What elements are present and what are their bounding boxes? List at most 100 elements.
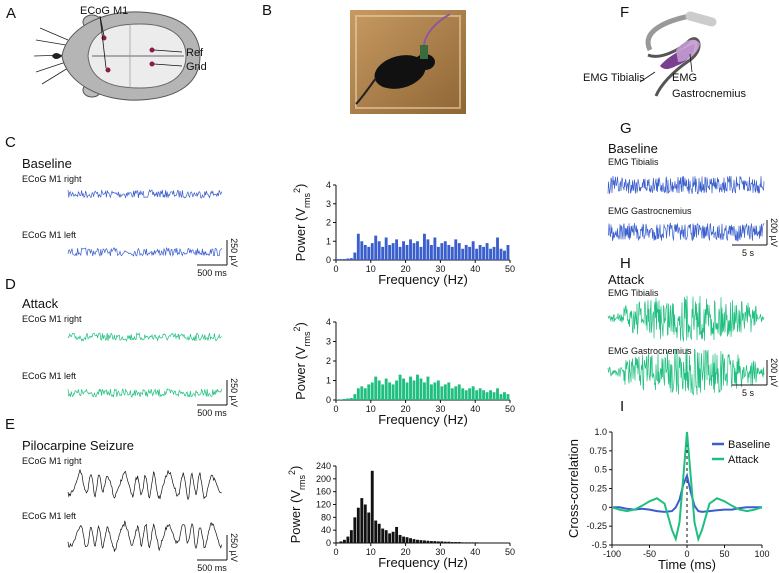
x-tick-label: 30 (435, 547, 445, 557)
panel-letter: B (262, 2, 272, 19)
bar (370, 243, 374, 260)
panel-letter: C (5, 134, 16, 151)
trace-label: EMG Tibialis (608, 157, 659, 167)
y-tick-label: 1 (326, 376, 331, 386)
bar (457, 384, 461, 400)
y-axis-label: Power (Vrms2) (292, 184, 312, 262)
bar (426, 239, 430, 260)
y-tick-label: 0.5 (594, 465, 607, 475)
bar (440, 386, 444, 400)
scale-label: 250 µV (229, 378, 239, 407)
bar (443, 384, 447, 400)
trace-label: EMG Tibialis (608, 288, 659, 298)
bar (471, 542, 475, 543)
bar (475, 248, 479, 260)
y-tick-label: 4 (326, 180, 331, 190)
bar (461, 388, 465, 400)
x-tick-label: -50 (643, 549, 656, 559)
brain-drawing (33, 11, 201, 101)
y-tick-label: -0.25 (586, 521, 607, 531)
bar (367, 512, 371, 543)
bar (342, 259, 346, 260)
bar (471, 241, 475, 260)
x-tick-label: 30 (435, 404, 445, 414)
panel-letter: D (5, 276, 16, 293)
panel-letter: G (620, 120, 632, 137)
x-axis-label: Frequency (Hz) (378, 272, 468, 287)
trace (67, 332, 222, 342)
bar (388, 382, 392, 400)
panel-letter: F (620, 4, 629, 21)
bar (443, 541, 447, 543)
label: EMG (672, 72, 697, 84)
bar (353, 252, 357, 260)
x-tick-label: 10 (366, 264, 376, 274)
bar (468, 542, 472, 543)
bar (391, 384, 395, 400)
label: ECoG M1 (80, 5, 128, 17)
bar (416, 241, 419, 260)
bar (349, 530, 353, 543)
y-axis-label-part: 2 (287, 470, 297, 475)
bar (346, 536, 350, 543)
x-tick-label: 0 (333, 404, 338, 414)
bar (336, 259, 339, 260)
trace (607, 295, 765, 342)
bar (353, 517, 357, 543)
y-tick-label: 200 (316, 474, 331, 484)
bar (489, 390, 492, 400)
panel-letter: E (5, 416, 15, 433)
bar (367, 246, 371, 260)
bar (464, 390, 468, 400)
y-tick-label: 2 (326, 218, 331, 228)
bar (402, 378, 405, 400)
y-tick-label: 240 (316, 461, 331, 471)
x-axis-label: Time (ms) (658, 557, 716, 572)
bar (485, 243, 489, 260)
bar (492, 246, 496, 260)
bar (405, 382, 409, 400)
bar (405, 245, 409, 260)
bar (374, 520, 378, 543)
bar (478, 245, 482, 260)
x-tick-label: 40 (470, 547, 480, 557)
bar (450, 246, 454, 260)
bar (457, 243, 461, 260)
label: Gnd (186, 61, 207, 73)
legend-label: Attack (728, 454, 759, 466)
bar (384, 530, 388, 543)
bar (349, 398, 353, 400)
scale-label: 250 µV (229, 533, 239, 562)
y-tick-label: 0 (326, 255, 331, 265)
y-tick-label: 1.0 (594, 427, 607, 437)
x-tick-label: 20 (401, 404, 411, 414)
y-tick-label: 40 (321, 525, 331, 535)
y-tick-label: -0.5 (591, 540, 607, 550)
bar (370, 382, 374, 400)
scale-label: 5 s (742, 248, 755, 258)
bar (416, 539, 419, 543)
y-tick-label: 0 (326, 538, 331, 548)
x-tick-label: 40 (470, 264, 480, 274)
bar (499, 248, 503, 260)
bar (496, 237, 499, 260)
bar (489, 248, 492, 260)
bar (436, 380, 440, 400)
y-tick-label: 80 (321, 512, 331, 522)
panel-letter: H (620, 255, 631, 272)
bar (388, 245, 392, 260)
mouse-photo (350, 10, 466, 114)
bar (412, 243, 416, 260)
bar (468, 246, 472, 260)
bar (409, 538, 412, 543)
bar (461, 542, 465, 543)
bar (471, 386, 475, 400)
trace (67, 469, 222, 501)
x-tick-label: 50 (719, 549, 729, 559)
bar (339, 541, 343, 543)
y-tick-label: 4 (326, 317, 331, 327)
panel-title: Attack (22, 296, 59, 311)
x-tick-label: 50 (505, 547, 515, 557)
bar (391, 531, 395, 543)
y-axis-label-part: rms (297, 474, 307, 489)
